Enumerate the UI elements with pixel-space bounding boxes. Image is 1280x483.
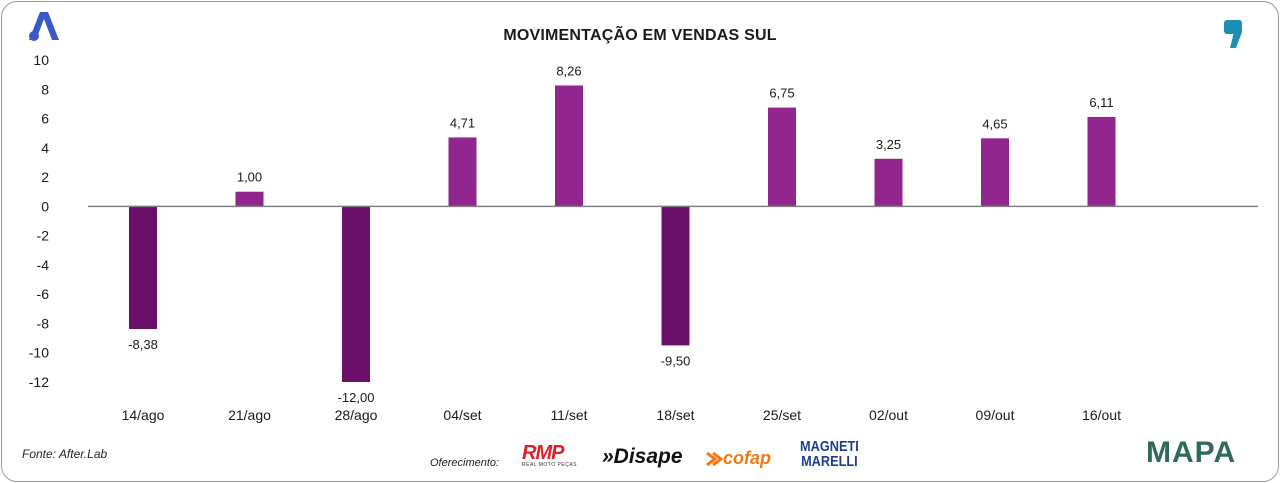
x-tick-label: 04/set <box>443 407 481 423</box>
data-label: 6,11 <box>1089 95 1113 110</box>
brand-a-logo <box>26 10 60 47</box>
cofap-logo: cofap <box>705 448 771 469</box>
x-tick-label: 25/set <box>763 407 801 423</box>
data-label: -8,38 <box>128 337 158 352</box>
y-tick-label: -2 <box>37 228 50 244</box>
y-tick-label: 4 <box>41 140 49 156</box>
bar <box>768 107 796 207</box>
data-label: 1,00 <box>237 170 262 185</box>
data-label: 8,26 <box>556 63 581 78</box>
y-tick-label: 0 <box>41 198 49 214</box>
x-tick-label: 09/out <box>976 407 1015 423</box>
bar <box>1087 116 1116 207</box>
bar-chart: 10 8 6 4 2 0 -2 -4 -6 -8 -10 -12 -8,38 14/ago 1,00 21/a… <box>29 52 1258 423</box>
data-label: 3,25 <box>876 137 901 152</box>
y-tick-label: 2 <box>41 169 49 185</box>
y-tick-label: -10 <box>29 345 49 361</box>
mapa-logo: MAPA <box>1146 436 1237 469</box>
bar <box>129 206 157 330</box>
x-tick-label: 21/ago <box>228 407 271 423</box>
bar <box>235 191 264 207</box>
x-tick-label: 28/ago <box>335 407 378 423</box>
x-tick-label: 14/ago <box>122 407 165 423</box>
y-tick-label: -12 <box>29 374 49 390</box>
y-tick-label: 6 <box>41 111 49 127</box>
bar <box>448 137 477 207</box>
magneti-marelli-logo: MAGNETI MARELLI <box>800 438 859 470</box>
source-note: Fonte: After.Lab <box>22 447 108 461</box>
x-tick-label: 11/set <box>550 407 587 423</box>
bar <box>981 138 1009 207</box>
y-tick-label: -8 <box>37 315 50 331</box>
sponsor-label: Oferecimento: <box>430 457 500 469</box>
data-label: 6,75 <box>769 86 794 101</box>
data-label: -9,50 <box>661 353 691 368</box>
y-tick-label: -6 <box>37 286 50 302</box>
brand-comma-logo <box>1222 18 1244 55</box>
data-label: 4,65 <box>982 116 1007 131</box>
bar <box>874 158 903 207</box>
x-tick-label: 18/set <box>656 407 694 423</box>
chart-title: MOVIMENTAÇÃO EM VENDAS SUL <box>503 27 777 44</box>
x-tick-label: 02/out <box>869 407 908 423</box>
bar <box>555 85 583 207</box>
y-tick-label: -4 <box>37 257 50 273</box>
bar <box>342 206 370 382</box>
disape-logo: »Disape <box>602 445 683 468</box>
x-tick-label: 16/out <box>1082 407 1121 423</box>
y-tick-label: 8 <box>41 81 49 97</box>
rmp-logo: RMP REAL MOTO PEÇAS <box>522 442 578 468</box>
data-label: -12,00 <box>338 390 375 405</box>
y-tick-label: 10 <box>33 52 49 68</box>
data-label: 4,71 <box>450 115 475 130</box>
bar <box>661 206 690 346</box>
